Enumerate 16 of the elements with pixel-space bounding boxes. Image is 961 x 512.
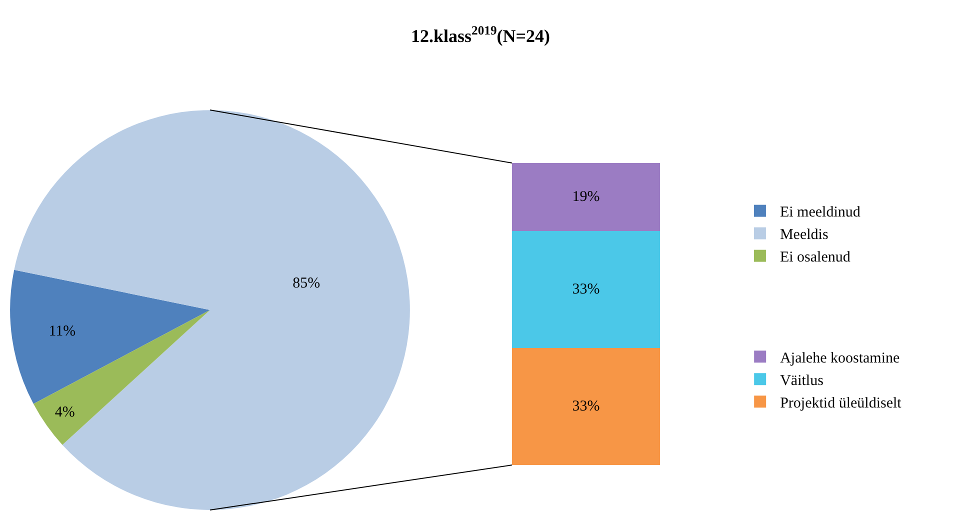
legend-label: Väitlus — [780, 373, 824, 389]
data-label: 4% — [54, 404, 75, 420]
legend-label: Ajalehe koostamine — [780, 350, 900, 366]
data-label: 33% — [572, 282, 600, 298]
legend-label: Meeldis — [780, 227, 828, 244]
pie-slice — [14, 110, 410, 510]
data-label: 85% — [292, 275, 320, 292]
legend-label: Projektid üleüldiselt — [780, 396, 902, 412]
pie-slice — [33, 310, 210, 445]
pie-slice — [10, 270, 210, 404]
legend-label: Ei osalenud — [780, 250, 851, 266]
data-label: 11% — [48, 323, 76, 340]
chart-title: 12.klass$^{2019}$(N=24) — [411, 24, 550, 46]
legend-label: Ei meeldinud — [780, 204, 861, 221]
data-label: 33% — [572, 398, 600, 414]
data-label: 19% — [572, 189, 600, 205]
